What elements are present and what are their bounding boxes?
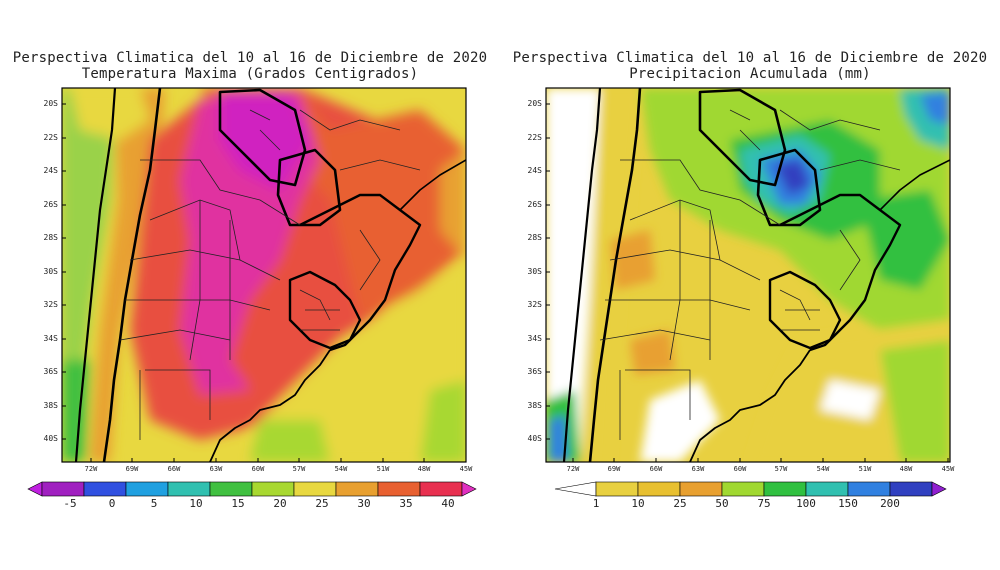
temperature-axis-ticks bbox=[62, 103, 467, 462]
colorbar-label: 25 bbox=[673, 497, 687, 510]
lat-label: 38S bbox=[527, 401, 542, 410]
lat-label: 32S bbox=[527, 300, 542, 309]
lat-label: 24S bbox=[43, 166, 58, 175]
lon-label: 57W bbox=[774, 465, 788, 473]
lat-label: 24S bbox=[527, 166, 542, 175]
lon-label: 66W bbox=[649, 465, 663, 473]
precipitation-map-frame bbox=[545, 87, 951, 463]
temperature-title-line1: Perspectiva Climatica del 10 al 16 de Di… bbox=[12, 50, 488, 66]
colorbar-label: 150 bbox=[838, 497, 858, 510]
lat-label: 34S bbox=[43, 334, 58, 343]
lat-label: 22S bbox=[43, 133, 58, 142]
lat-label: 38S bbox=[43, 401, 58, 410]
colorbar-label: 100 bbox=[796, 497, 816, 510]
lon-label: 60W bbox=[251, 465, 265, 473]
lon-label: 51W bbox=[376, 465, 390, 473]
lon-label: 69W bbox=[125, 465, 139, 473]
colorbar-label: 40 bbox=[441, 497, 455, 510]
lon-label: 63W bbox=[691, 465, 705, 473]
lon-label: 48W bbox=[899, 465, 913, 473]
lat-label: 40S bbox=[527, 434, 542, 443]
colorbar-label: 20 bbox=[273, 497, 287, 510]
colorbar-label: 15 bbox=[231, 497, 245, 510]
temperature-field bbox=[62, 88, 466, 462]
temperature-map-title: Perspectiva Climatica del 10 al 16 de Di… bbox=[0, 50, 500, 82]
lat-label: 32S bbox=[43, 300, 58, 309]
colorbar-label: 75 bbox=[757, 497, 771, 510]
lon-label: 66W bbox=[167, 465, 181, 473]
lon-label: 72W bbox=[84, 465, 98, 473]
lon-label: 69W bbox=[607, 465, 621, 473]
lon-label: 60W bbox=[733, 465, 747, 473]
lat-label: 20S bbox=[527, 99, 542, 108]
lat-label: 26S bbox=[43, 200, 58, 209]
lon-label: 54W bbox=[816, 465, 830, 473]
lat-label: 30S bbox=[527, 267, 542, 276]
temperature-title-line2: Temperatura Maxima (Grados Centigrados) bbox=[81, 66, 419, 82]
precipitation-map-panel: Perspectiva Climatica del 10 al 16 de Di… bbox=[500, 0, 1000, 570]
lat-label: 40S bbox=[43, 434, 58, 443]
temperature-map bbox=[27, 87, 477, 497]
precipitation-title-line1: Perspectiva Climatica del 10 al 16 de Di… bbox=[512, 50, 988, 66]
lon-label: 57W bbox=[292, 465, 306, 473]
lat-label: 36S bbox=[527, 367, 542, 376]
lon-label: 45W bbox=[941, 465, 955, 473]
colorbar-label: 30 bbox=[357, 497, 371, 510]
colorbar-label: 50 bbox=[715, 497, 729, 510]
colorbar-label: 5 bbox=[150, 497, 158, 510]
temperature-colorbar bbox=[27, 481, 477, 497]
lat-label: 28S bbox=[527, 233, 542, 242]
colorbar-label: 25 bbox=[315, 497, 329, 510]
precipitation-field bbox=[546, 88, 950, 462]
colorbar-label: 200 bbox=[880, 497, 900, 510]
lat-label: 20S bbox=[43, 99, 58, 108]
colorbar-label: 35 bbox=[399, 497, 413, 510]
colorbar-label: 10 bbox=[189, 497, 203, 510]
lon-label: 48W bbox=[417, 465, 431, 473]
temperature-map-panel: Perspectiva Climatica del 10 al 16 de Di… bbox=[0, 50, 500, 510]
colorbar-label: 1 bbox=[592, 497, 600, 510]
colorbar-label: -5 bbox=[63, 497, 77, 510]
lat-label: 26S bbox=[527, 200, 542, 209]
colorbar-label: 0 bbox=[108, 497, 116, 510]
precipitation-colorbar bbox=[554, 481, 947, 497]
precipitation-map bbox=[545, 87, 951, 497]
lat-label: 28S bbox=[43, 233, 58, 242]
temperature-map-frame bbox=[61, 87, 467, 463]
precipitation-axis-ticks bbox=[546, 103, 949, 462]
lat-label: 36S bbox=[43, 367, 58, 376]
lat-label: 34S bbox=[527, 334, 542, 343]
lon-label: 51W bbox=[858, 465, 872, 473]
lon-label: 63W bbox=[209, 465, 223, 473]
lat-label: 30S bbox=[43, 267, 58, 276]
precipitation-map-title: Perspectiva Climatica del 10 al 16 de Di… bbox=[500, 50, 1000, 82]
precipitation-title-line2: Precipitacion Acumulada (mm) bbox=[629, 66, 871, 82]
lon-label: 72W bbox=[566, 465, 580, 473]
lon-label: 45W bbox=[459, 465, 473, 473]
colorbar-label: 10 bbox=[631, 497, 645, 510]
lat-label: 22S bbox=[527, 133, 542, 142]
lon-label: 54W bbox=[334, 465, 348, 473]
